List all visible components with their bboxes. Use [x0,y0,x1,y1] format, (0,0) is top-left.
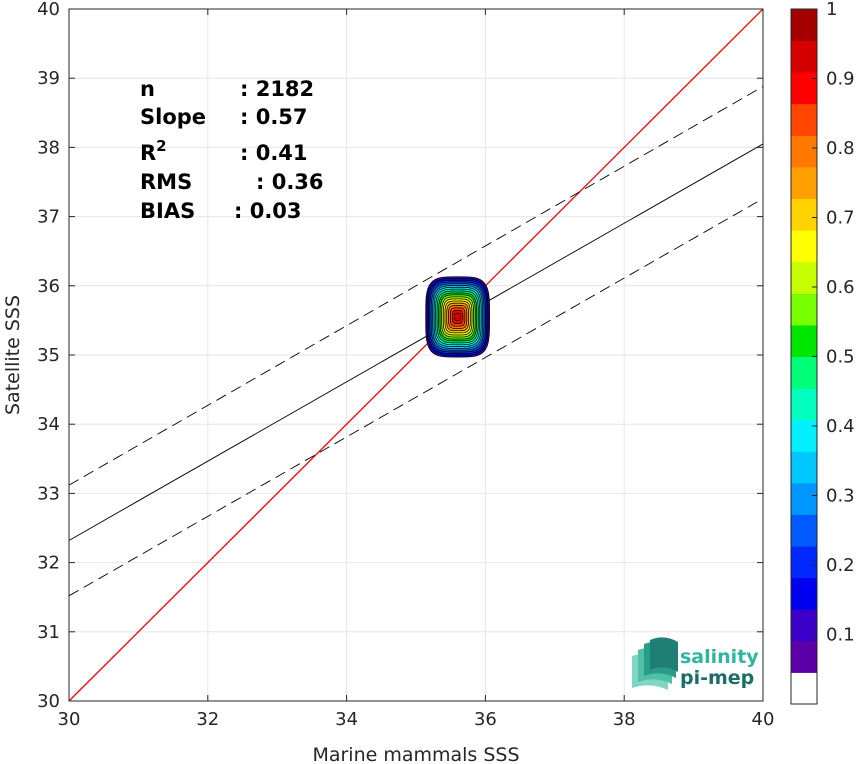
y-tick-label: 34 [37,414,60,435]
salinity-pi-mep-logo: salinity pi-mep [632,637,759,690]
y-tick-label: 33 [37,483,60,504]
colorbar-segment [791,293,817,326]
colorbar-segment [791,609,817,642]
y-tick-label: 36 [37,276,60,297]
colorbar-tick-label: 0.4 [826,416,855,437]
stat-value: : 0.41 [240,141,308,165]
colorbar-tick-label: 0.5 [826,347,855,368]
stat-value: : 2182 [240,77,314,101]
stat-label: Slope [140,105,206,129]
colorbar-tick-label: 0.8 [826,138,855,159]
colorbar-segment [791,482,817,515]
stat-label: n [140,77,155,101]
y-tick-label: 30 [37,691,60,712]
density-contours [425,276,490,358]
x-tick-label: 32 [196,709,219,730]
colorbar-segment [791,451,817,484]
logo-line1: salinity [680,646,759,668]
colorbar-tick-label: 0.1 [826,625,855,646]
colorbar-segment [791,577,817,610]
colorbar-segment [791,640,817,673]
colorbar-segment [791,672,817,705]
colorbar-segment [791,514,817,547]
colorbar-segment [791,546,817,579]
y-tick-label: 39 [37,68,60,89]
x-tick-label: 38 [613,709,636,730]
stat-value: : 0.36 [256,170,324,194]
x-tick-label: 30 [58,709,81,730]
y-tick-label: 31 [37,622,60,643]
stat-value: : 0.03 [234,199,302,223]
colorbar-tick-label: 0.9 [826,69,855,90]
density-contour [454,312,462,322]
reference-lines [68,8,764,702]
colorbar-tick-label: 0.6 [826,277,855,298]
grid [68,8,764,702]
colorbar-segment [791,356,817,389]
upper-bound-line [68,86,764,486]
colorbar-segment [791,166,817,200]
colorbar-segment [791,419,817,452]
stat-value: : 0.57 [240,105,308,129]
colorbar-segment [791,230,817,263]
x-tick-label: 36 [474,709,497,730]
colorbar-segment [791,198,817,231]
colorbar-segment [791,9,817,42]
colorbar-segment [791,261,817,294]
x-tick-label: 34 [335,709,358,730]
y-tick-label: 38 [37,137,60,158]
colorbar-segment [791,324,817,357]
colorbar-segment [791,103,817,136]
colorbar-segment [791,72,817,105]
x-axis-label: Marine mammals SSS [312,744,519,764]
stat-label: RMS [140,170,192,194]
identity-line [68,8,764,702]
colorbar-segment [791,40,817,73]
stat-label: BIAS [140,199,195,223]
y-axis-ticks: 30 31 32 33 34 35 36 37 38 39 40 [37,0,763,712]
lower-bound-line [68,198,764,597]
x-axis-ticks: 30 32 34 36 38 40 [58,9,775,730]
colorbar-segment [791,388,817,421]
y-axis-label: Satellite SSS [2,295,24,415]
y-tick-label: 37 [37,207,60,228]
y-tick-label: 32 [37,553,60,574]
colorbar-tick-label: 0.7 [826,208,855,229]
colorbar: 0.1 0.2 0.3 0.4 0.5 0.6 0.7 0.8 0.9 1 [790,0,855,705]
colorbar-tick-label: 0.2 [826,555,855,576]
y-tick-label: 40 [37,0,60,20]
x-tick-label: 40 [752,709,775,730]
colorbar-segment [791,135,817,168]
logo-line2: pi-mep [680,667,754,689]
wave-logo-icon [632,637,678,690]
y-tick-label: 35 [37,345,60,366]
regression-line [68,143,764,541]
colorbar-tick-label: 1 [826,0,837,20]
colorbar-tick-label: 0.3 [826,486,855,507]
